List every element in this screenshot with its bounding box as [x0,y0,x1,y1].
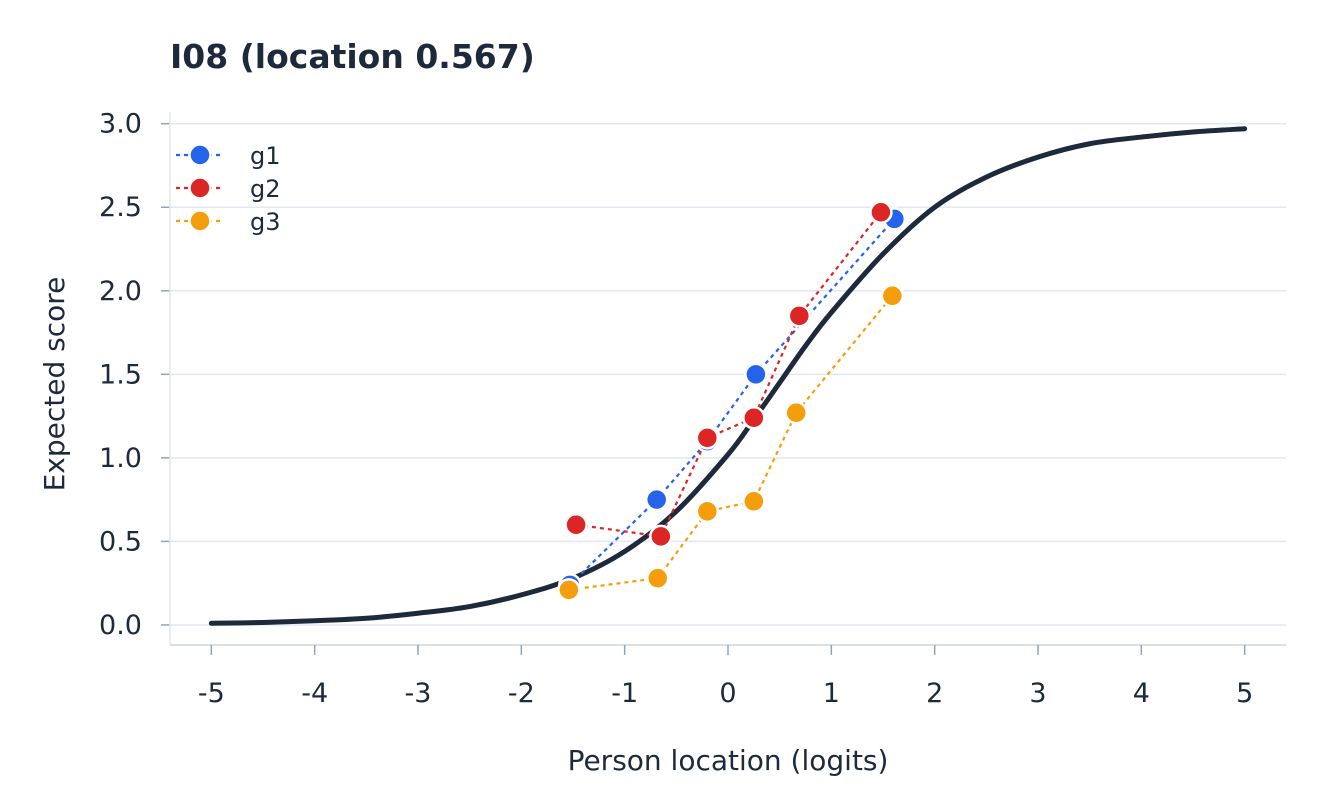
legend-marker-g2 [188,176,212,200]
data-point-g2 [649,524,673,549]
data-point-g2 [869,200,893,225]
x-tick-label: 2 [926,678,943,709]
x-tick-label: 0 [719,678,736,709]
legend-marker-g1 [188,143,212,167]
legend-marker-g3 [188,209,212,233]
series-line-g3 [568,295,894,591]
data-point-g3 [645,566,670,590]
data-point-g2 [695,426,720,450]
series-line-g2 [575,211,882,538]
legend-label-g2: g2 [250,175,281,203]
expected-score-curve [208,126,1248,626]
data-point-g2 [742,406,766,430]
y-tick-label: 0.0 [99,610,142,641]
chart-title: I08 (location 0.567) [170,37,535,76]
x-tick-label: 5 [1236,678,1253,709]
legend: g1 g2 g3 [176,142,281,236]
data-point-g3 [784,401,808,425]
x-tick-label: 3 [1029,678,1046,709]
data-point-g2 [564,512,588,537]
series-line-g1 [569,218,896,586]
observed-series-group [557,200,907,602]
axes: 0.0 0.5 1.0 1.5 2.0 2.5 3.0 -5 -4 -3 -2 -1 0 1 2 3 4 5 [99,109,1286,709]
y-axis-label: Expected score [38,277,71,492]
x-tick-label: -3 [405,678,432,709]
x-tick-label: -2 [508,678,535,709]
grid-lines [170,122,1286,626]
x-tick-label: 4 [1133,678,1150,709]
y-tick-label: 2.5 [99,192,142,223]
data-point-g3 [742,489,766,514]
y-tick-label: 1.0 [99,443,142,474]
x-tick-label: -1 [611,678,638,709]
legend-label-g1: g1 [250,142,281,170]
expected-score-curve-group [208,126,1248,626]
data-point-g3 [557,578,581,602]
y-tick-label: 0.5 [99,526,142,557]
y-tick-label: 3.0 [99,109,142,140]
data-point-g3 [695,499,720,524]
legend-label-g3: g3 [250,208,281,236]
x-tick-label: -5 [198,678,225,709]
data-point-g1 [744,362,768,387]
data-point-g3 [880,284,905,308]
x-tick-label: 1 [823,678,840,709]
data-point-g1 [644,487,669,512]
x-tick-label: -4 [301,678,328,709]
y-tick-label: 1.5 [99,359,142,390]
data-point-g2 [787,304,812,328]
x-axis-label: Person location (logits) [568,744,889,777]
y-tick-label: 2.0 [99,276,142,307]
